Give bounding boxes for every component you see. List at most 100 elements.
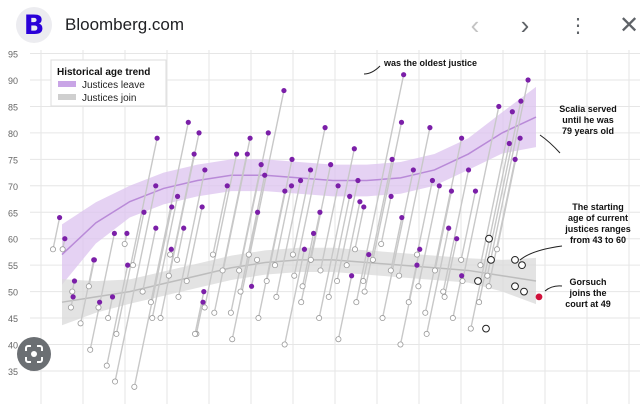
leave-point: [472, 188, 479, 194]
leave-point: [410, 167, 416, 173]
leave-point: [361, 204, 367, 210]
join-point: [254, 256, 261, 263]
tenure-segment: [442, 169, 470, 292]
leave-point: [174, 193, 181, 199]
tenure-segment: [150, 122, 189, 303]
join-point: [422, 309, 429, 316]
leave-point: [414, 262, 420, 268]
tenure-segment: [107, 296, 114, 319]
legend: Historical age trend Justices leave Justic…: [50, 59, 167, 107]
join-point: [476, 299, 483, 306]
current-justice-point: [511, 282, 519, 291]
annotation-scalia: Scalia served: [559, 104, 617, 114]
leave-point: [454, 236, 460, 242]
site-name[interactable]: Bloomberg.com: [65, 15, 185, 34]
tenure-segment: [275, 180, 302, 298]
leave-point: [191, 151, 197, 157]
leave-point: [517, 135, 523, 141]
leave-point: [509, 109, 515, 115]
current-justice-point: [520, 287, 528, 296]
leave-point: [282, 188, 288, 194]
tenure-segment: [151, 196, 179, 319]
tenure-segment: [363, 159, 393, 292]
tenure-segment: [398, 127, 431, 276]
leave-point: [70, 294, 76, 300]
tenure-segment: [293, 127, 326, 276]
join-point: [361, 288, 368, 295]
tenure-segment: [238, 164, 262, 271]
join-point: [441, 293, 448, 300]
y-tick-label: 65: [8, 208, 18, 218]
tenure-segment: [355, 74, 405, 303]
join-point: [414, 251, 421, 258]
tenure-segment: [318, 148, 356, 319]
join-point: [201, 304, 208, 311]
gorsuch-point: [535, 293, 543, 301]
join-point: [353, 299, 360, 306]
join-point: [459, 278, 466, 285]
tenure-segment: [132, 212, 145, 266]
arrow-icon: [539, 134, 561, 154]
lens-button[interactable]: [17, 337, 51, 371]
leave-point: [265, 130, 271, 136]
y-tick-label: 95: [8, 50, 18, 60]
arrow-icon: [544, 285, 563, 292]
lens-icon: [25, 345, 43, 363]
chevron-right-icon[interactable]: ›: [520, 9, 530, 40]
leave-point: [262, 172, 268, 178]
leave-point: [109, 294, 116, 300]
tenure-segment: [416, 180, 434, 255]
y-tick-label: 85: [8, 102, 18, 112]
tenure-segment: [274, 185, 293, 266]
leave-point: [248, 283, 255, 289]
leave-point: [71, 278, 78, 284]
current-justice-point: [482, 324, 490, 333]
join-point: [255, 315, 262, 322]
tenure-segment: [115, 138, 158, 335]
arrow-icon: [363, 65, 381, 75]
legend-swatch: [58, 81, 76, 87]
y-tick-label: 35: [8, 367, 18, 377]
join-point: [165, 272, 172, 279]
more-vert-icon[interactable]: ⋮: [568, 14, 588, 37]
join-point: [397, 341, 404, 348]
join-point: [192, 330, 199, 337]
annotation-scalia: until he was: [562, 115, 614, 125]
join-point: [440, 288, 447, 295]
tenure-segment: [478, 101, 522, 303]
join-point: [211, 309, 218, 316]
join-point: [131, 383, 138, 390]
leave-point: [289, 156, 295, 162]
leave-point: [202, 167, 208, 173]
tenure-segment: [424, 138, 463, 313]
join-point: [129, 262, 136, 269]
close-icon[interactable]: ✕: [618, 11, 640, 39]
tenure-segment: [52, 217, 61, 250]
leave-point: [448, 188, 455, 194]
bloomberg-logo[interactable]: B: [16, 7, 52, 43]
annotation-starting-age: The starting: [572, 202, 624, 212]
tenure-segment: [194, 291, 205, 335]
leave-point: [417, 246, 423, 252]
join-point: [485, 283, 492, 290]
join-point: [289, 251, 296, 258]
chevron-left-icon[interactable]: ‹: [470, 9, 480, 40]
tenure-segment: [336, 180, 359, 282]
leave-point: [355, 177, 361, 184]
join-point: [431, 267, 438, 274]
leave-point: [328, 162, 334, 168]
tenure-segment: [248, 212, 259, 255]
leave-point: [281, 87, 287, 94]
legend-label: Justices join: [82, 93, 136, 104]
join-point: [467, 325, 474, 332]
y-tick-label: 40: [8, 341, 18, 351]
legend-title: Historical age trend: [57, 67, 150, 78]
age-chart: 95 90 85 80 75 70 65 60 55 50 45 40 35 Historical age…: [8, 50, 640, 404]
current-justice-point: [474, 277, 482, 285]
join-point: [387, 267, 394, 274]
arrow-icon: [519, 245, 563, 261]
tenure-segment: [114, 185, 157, 382]
leave-point: [347, 193, 353, 199]
tenure-segment: [354, 206, 365, 250]
leave-point: [199, 204, 205, 210]
